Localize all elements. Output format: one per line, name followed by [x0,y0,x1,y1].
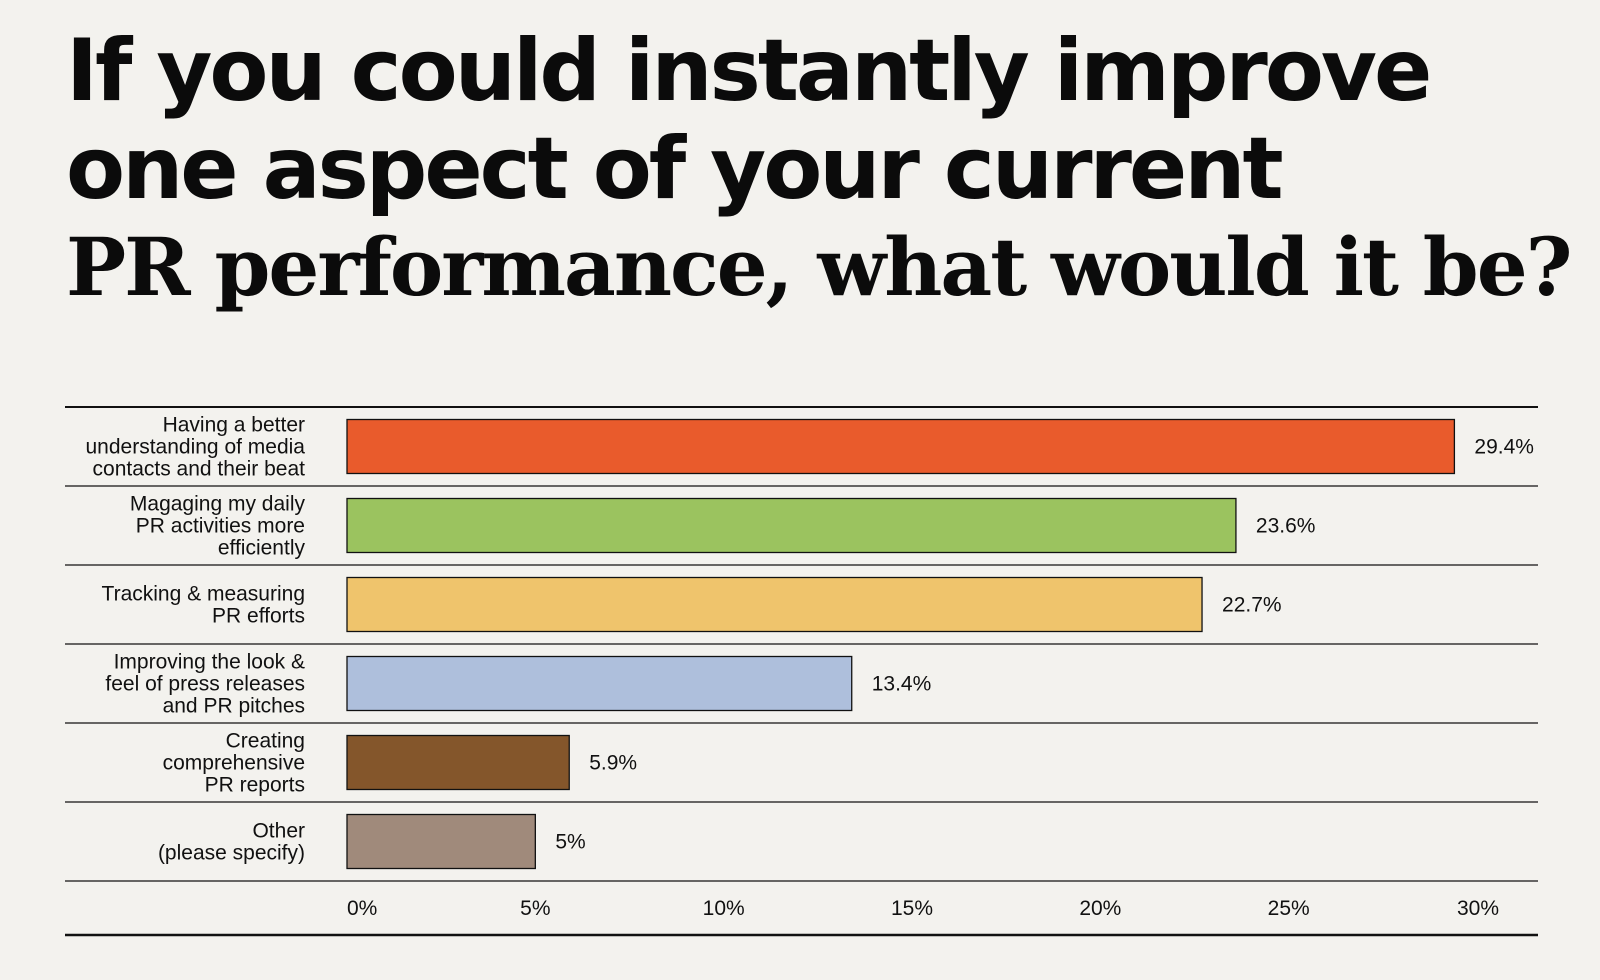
category-label-line: PR efforts [212,605,305,628]
category-label-line: (please specify) [158,842,305,865]
category-label-line: understanding of media [86,436,306,459]
category-label-line: Tracking & measuring [102,583,305,606]
category-label: Other (please specify) [158,820,305,865]
x-tick-label: 30% [1457,897,1499,920]
bar [346,497,1237,554]
title-line-1: If you could instantly improve [66,21,1432,121]
bar [346,418,1456,475]
bar [346,576,1203,633]
category-label: Tracking & measuring PR efforts [102,583,305,628]
value-label: 23.6% [1256,515,1316,538]
category-label-line: feel of press releases [105,673,305,696]
category-label: Improving the look & feel of press releas… [105,651,305,718]
x-tick-label: 25% [1268,897,1310,920]
bar [346,813,536,870]
x-tick-label: 5% [520,897,550,920]
category-label-line: efficiently [218,537,306,560]
category-label-line: Improving the look & [114,651,305,674]
value-label: 13.4% [872,673,932,696]
category-label-line: Creating [226,730,305,753]
category-label-line: PR activities more [136,515,305,538]
value-label: 5.9% [589,752,637,775]
category-label-line: and PR pitches [163,695,305,718]
category-label: Creating comprehensive PR reports [163,730,305,797]
bar [346,655,853,712]
category-label-line: contacts and their beat [93,458,306,481]
category-label-line: PR reports [205,774,305,797]
category-label-line: Other [252,820,305,843]
category-label-line: Having a better [163,414,305,437]
chart-title: If you could instantly improve one aspec… [66,21,1573,316]
value-label: 5% [555,831,585,854]
value-label: 22.7% [1222,594,1282,617]
value-label: 29.4% [1474,436,1534,459]
bar [346,734,570,791]
x-tick-label: 0% [347,897,377,920]
category-label-line: comprehensive [163,752,305,775]
x-tick-label: 15% [891,897,933,920]
title-line-2: one aspect of your current [66,119,1284,219]
x-tick-label: 20% [1079,897,1121,920]
x-tick-label: 10% [703,897,745,920]
category-label: Having a better understanding of media con… [86,414,306,481]
category-label-line: Magaging my daily [130,493,306,516]
category-label: Magaging my daily PR activities more effic… [130,493,306,560]
title-line-3: PR performance, what would it be? [66,220,1573,314]
